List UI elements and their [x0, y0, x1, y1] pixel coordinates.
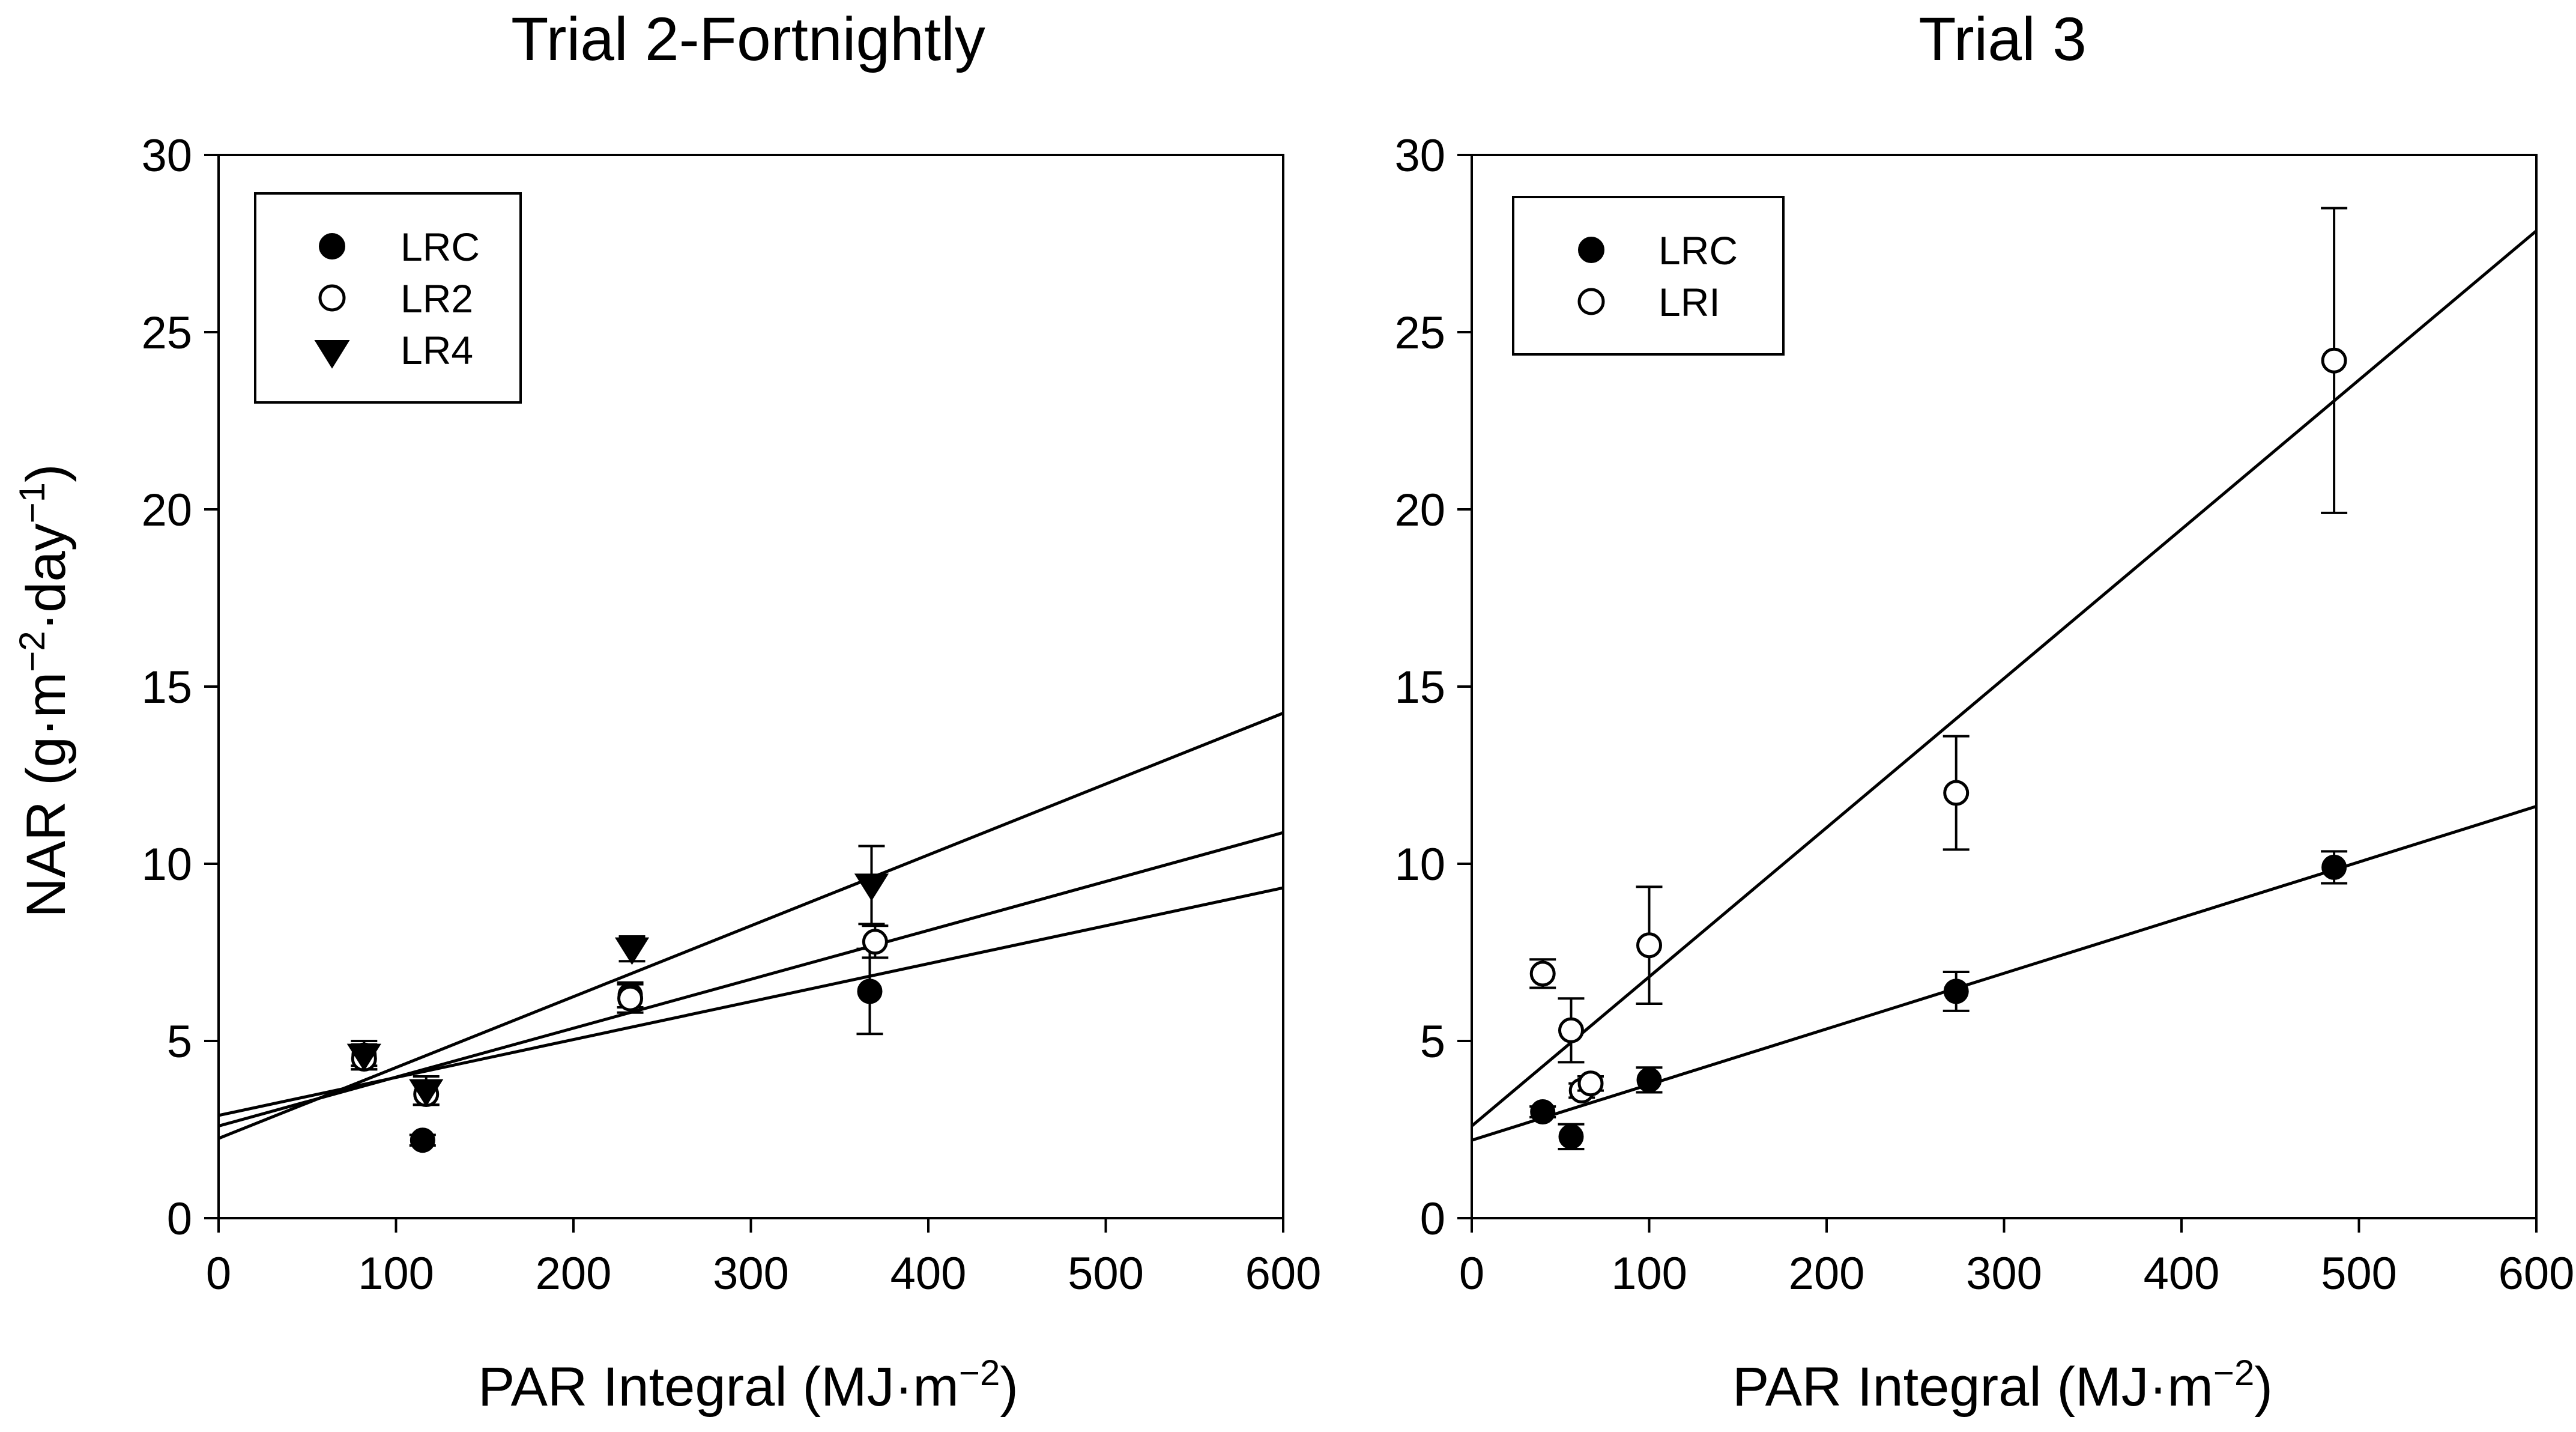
marker-lr4 [409, 1079, 444, 1107]
x-tick-label: 500 [2321, 1248, 2397, 1299]
data-point-lrc [856, 947, 883, 1036]
marker-lrc [1636, 1067, 1662, 1093]
marker-lrc [857, 978, 883, 1004]
marker-lrc [1943, 978, 1969, 1004]
marker-lr4 [854, 873, 889, 902]
data-point-lri [1636, 885, 1663, 1006]
legend-lrc-label: LRC [401, 225, 480, 269]
data-point-lrc [1636, 1066, 1663, 1094]
fit-line-lr4 [219, 711, 1283, 1140]
panel-trial-2: Trial 2-Fortnightly NAR (g·m−2·day−1) PA… [12, 5, 1321, 1418]
legend-lr4-marker [314, 340, 350, 369]
x-tick-label: 200 [1789, 1248, 1865, 1299]
data-point-lrc [1558, 1123, 1585, 1150]
data-point-lrc [2321, 850, 2348, 885]
y-tick-label: 0 [1420, 1194, 1445, 1245]
marker-lri [1943, 780, 1970, 806]
legend-lri-label: LRI [1658, 280, 1720, 324]
data-point-lri [1529, 958, 1556, 989]
legend-box [1512, 196, 1785, 356]
y-tick-label: 5 [1420, 1016, 1445, 1067]
data-point-lr4 [614, 935, 650, 965]
legend-lri-marker [1577, 288, 1605, 315]
x-tick-label: 400 [2144, 1248, 2220, 1299]
x-tick-label: 100 [1611, 1248, 1687, 1299]
data-point-lri [1577, 1070, 1604, 1097]
fit-lines [1472, 229, 2536, 1142]
marker-lrc [2321, 854, 2347, 880]
marker-lr2 [862, 929, 888, 955]
x-tick-label: 0 [206, 1248, 231, 1299]
marker-lri [1529, 960, 1556, 987]
data-point-lr2 [617, 983, 644, 1014]
legend-lr2-marker [318, 284, 346, 312]
fit-line-lrc [1472, 805, 2536, 1142]
panel-title: Trial 3 [1918, 5, 2087, 73]
x-tick-label: 400 [890, 1248, 967, 1299]
data-point-lr4 [346, 1040, 381, 1072]
data-point-lrc [1529, 1099, 1556, 1124]
x-tick-label: 200 [536, 1248, 612, 1299]
panel-title: Trial 2-Fortnightly [511, 5, 985, 73]
y-tick-label: 25 [1394, 308, 1445, 359]
y-tick-label: 15 [141, 662, 192, 713]
data-marks [346, 845, 889, 1153]
legend-lrc-label: LRC [1658, 228, 1738, 273]
y-tick-label: 20 [141, 485, 192, 536]
marker-lri [1636, 932, 1662, 959]
data-point-lr2 [862, 924, 889, 959]
fit-line-lr2 [219, 831, 1283, 1128]
data-point-lrc [1943, 970, 1970, 1012]
marker-lri [1558, 1017, 1584, 1043]
y-tick-label: 10 [1394, 839, 1445, 890]
legend: LRC LRI [1512, 196, 1785, 356]
y-tick-label: 30 [141, 130, 192, 181]
panel-trial-3: Trial 3 PAR Integral (MJ·m−2) 0 100 200 300… [1394, 5, 2574, 1418]
legend-box [254, 192, 522, 404]
y-tick-label: 0 [167, 1194, 192, 1245]
y-tick-label: 30 [1394, 130, 1445, 181]
data-point-lr4 [409, 1075, 444, 1107]
marker-lri [2321, 347, 2347, 374]
marker-lr4 [346, 1043, 381, 1072]
data-point-lri [2321, 207, 2348, 514]
axis-ticks: 0 100 200 300 400 500 600 0 5 10 15 20 25 30 [1394, 130, 2574, 1299]
data-point-lrc [409, 1127, 436, 1153]
data-point-lr4 [854, 845, 889, 926]
legend-lr2-label: LR2 [401, 276, 473, 321]
marker-lr2 [617, 985, 644, 1012]
y-tick-label: 10 [141, 839, 192, 890]
y-tick-label: 25 [141, 308, 192, 359]
data-point-lri [1558, 997, 1585, 1064]
marker-lrc [410, 1127, 435, 1153]
legend-lr4-label: LR4 [401, 328, 473, 372]
axis-ticks: 0 100 200 300 400 500 600 0 5 10 15 20 25 30 [141, 130, 1321, 1299]
y-axis-label: NAR (g·m−2·day−1) [12, 464, 77, 917]
y-tick-label: 5 [167, 1016, 192, 1067]
fit-lines [219, 711, 1283, 1140]
y-tick-label: 15 [1394, 662, 1445, 713]
x-tick-label: 600 [2499, 1248, 2575, 1299]
data-marks [1529, 207, 2348, 1150]
marker-lrc [1558, 1124, 1584, 1150]
x-tick-label: 300 [1966, 1248, 2042, 1299]
data-point-lri [1943, 735, 1970, 851]
x-tick-label: 0 [1459, 1248, 1484, 1299]
legend: LRC LR2 LR4 [254, 192, 522, 404]
x-tick-label: 500 [1068, 1248, 1144, 1299]
x-tick-label: 300 [713, 1248, 789, 1299]
x-axis-label: PAR Integral (MJ·m−2) [478, 1353, 1018, 1418]
marker-lri [1577, 1070, 1604, 1097]
fit-line-lri [1472, 229, 2536, 1127]
x-axis-label: PAR Integral (MJ·m−2) [1732, 1353, 2273, 1418]
x-tick-label: 600 [1245, 1248, 1322, 1299]
marker-lrc [1530, 1099, 1556, 1124]
x-tick-label: 100 [358, 1248, 434, 1299]
legend-lrc-marker [319, 233, 345, 259]
y-tick-label: 20 [1394, 485, 1445, 536]
legend-lrc-marker [1578, 237, 1604, 263]
marker-lr4 [614, 937, 650, 965]
